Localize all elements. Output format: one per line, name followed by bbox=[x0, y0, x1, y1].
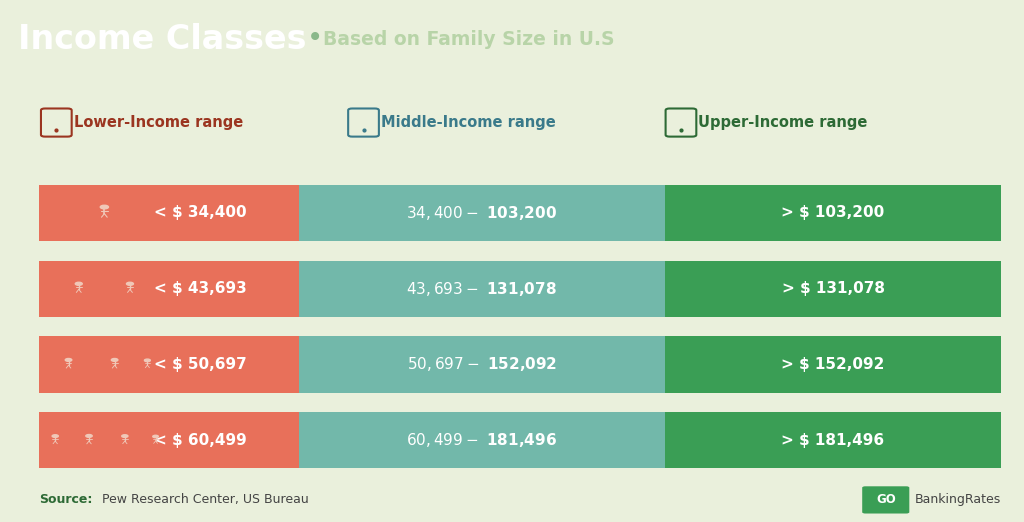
Circle shape bbox=[52, 435, 58, 437]
Text: < $ 43,693: < $ 43,693 bbox=[154, 281, 247, 296]
FancyBboxPatch shape bbox=[862, 487, 909, 514]
Text: •: • bbox=[307, 24, 324, 52]
Text: $34,400 - $ 103,200: $34,400 - $ 103,200 bbox=[407, 204, 557, 222]
Circle shape bbox=[86, 434, 92, 437]
Text: Source:: Source: bbox=[39, 493, 92, 506]
Text: > $ 181,496: > $ 181,496 bbox=[781, 433, 885, 448]
Bar bbox=[665, 260, 1001, 317]
Text: $ 50,697 - $ 152,092: $ 50,697 - $ 152,092 bbox=[407, 355, 557, 374]
Bar bbox=[665, 412, 1001, 468]
Text: < $ 60,499: < $ 60,499 bbox=[154, 433, 247, 448]
Bar bbox=[39, 336, 299, 393]
Circle shape bbox=[112, 359, 118, 361]
Circle shape bbox=[100, 205, 109, 209]
Bar bbox=[665, 185, 1001, 241]
Circle shape bbox=[122, 435, 128, 437]
Bar bbox=[299, 412, 665, 468]
Circle shape bbox=[127, 282, 133, 286]
Text: Income Classes: Income Classes bbox=[18, 23, 307, 56]
Bar bbox=[299, 336, 665, 393]
Text: < $ 34,400: < $ 34,400 bbox=[154, 205, 247, 220]
Circle shape bbox=[66, 359, 72, 361]
Text: Middle-Income range: Middle-Income range bbox=[381, 115, 556, 130]
Bar bbox=[39, 185, 299, 241]
Text: > $ 152,092: > $ 152,092 bbox=[781, 357, 885, 372]
Text: > $ 103,200: > $ 103,200 bbox=[781, 205, 885, 220]
Text: $ 60,499 - $ 181,496: $ 60,499 - $ 181,496 bbox=[407, 431, 557, 449]
Text: GO: GO bbox=[876, 493, 896, 506]
Text: Based on Family Size in U.S: Based on Family Size in U.S bbox=[323, 30, 614, 49]
Text: > $ 131,078: > $ 131,078 bbox=[781, 281, 885, 296]
Bar bbox=[299, 185, 665, 241]
Bar bbox=[39, 260, 299, 317]
Text: $43,693 - $ 131,078: $43,693 - $ 131,078 bbox=[407, 280, 557, 298]
Bar bbox=[299, 260, 665, 317]
Text: < $ 50,697: < $ 50,697 bbox=[154, 357, 247, 372]
Text: Upper-Income range: Upper-Income range bbox=[698, 115, 867, 130]
Text: Lower-Income range: Lower-Income range bbox=[74, 115, 243, 130]
Text: BankingRates: BankingRates bbox=[914, 493, 1000, 506]
Bar bbox=[39, 412, 299, 468]
Circle shape bbox=[153, 435, 159, 438]
Circle shape bbox=[76, 282, 82, 286]
Bar bbox=[665, 336, 1001, 393]
Circle shape bbox=[144, 359, 151, 362]
Text: Pew Research Center, US Bureau: Pew Research Center, US Bureau bbox=[102, 493, 309, 506]
